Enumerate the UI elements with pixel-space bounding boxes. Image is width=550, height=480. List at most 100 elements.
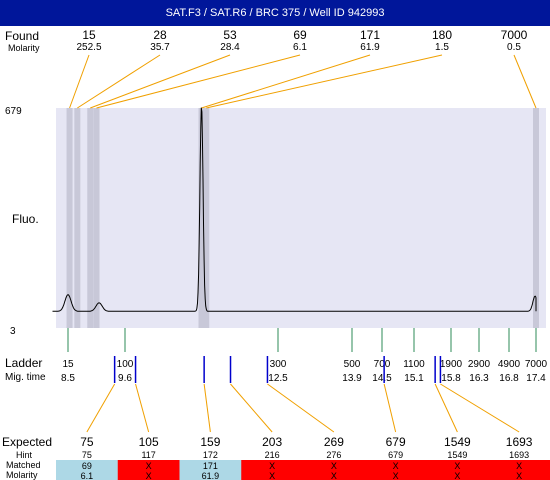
matched-cell	[117, 460, 180, 480]
found-connector-line	[77, 54, 161, 109]
matched-cell	[241, 460, 304, 480]
ladder-size-label: 7000	[525, 359, 548, 370]
ladder-size-label: 500	[344, 359, 361, 370]
ladder-time-label: 16.3	[469, 373, 489, 384]
matched-value: X	[393, 461, 399, 471]
expected-label: Expected	[2, 435, 52, 449]
molarity-value: 61.9	[202, 471, 220, 480]
hint-value: 75	[82, 450, 92, 460]
hint-value: 117	[141, 450, 155, 460]
molarity-value: X	[269, 471, 275, 480]
expected-size-label: 1693	[506, 435, 533, 449]
ladder-size-label: 1100	[403, 359, 425, 370]
ladder-time-label: 15.1	[404, 373, 424, 384]
matched-cell	[426, 460, 489, 480]
found-peak-band	[74, 108, 81, 328]
matched-value: 171	[203, 461, 218, 471]
found-connector-line	[513, 54, 537, 109]
found-size-label: 7000	[501, 28, 528, 42]
ladder-time-label: 15.8	[441, 373, 461, 384]
found-peak-band	[66, 108, 73, 328]
ladder-label: Ladder	[5, 356, 42, 370]
hint-value: 276	[326, 450, 341, 460]
expected-size-label: 105	[139, 435, 159, 449]
found-peak-band	[203, 108, 210, 328]
found-molarity-label: 0.5	[507, 42, 521, 53]
found-size-label: 28	[153, 28, 167, 42]
found-label: Found	[5, 29, 39, 43]
ladder-size-label: 4900	[498, 359, 521, 370]
expected-connector-line	[203, 383, 211, 433]
expected-table: 7575696.1105117XX15917217161.9203216XX26…	[56, 435, 550, 480]
molarity-value: X	[516, 471, 522, 480]
expected-size-label: 269	[324, 435, 344, 449]
matched-value: X	[331, 461, 337, 471]
y-axis-title: Fluo.	[12, 212, 39, 226]
found-size-label: 15	[82, 28, 96, 42]
title-bar: SAT.F3 / SAT.R6 / BRC 375 / Well ID 9429…	[0, 0, 550, 26]
expected-connector-line	[383, 383, 397, 433]
molarity-value: X	[146, 471, 152, 480]
expected-connectors	[86, 383, 520, 433]
hint-label: Hint	[16, 450, 33, 460]
found-molarity-label: 252.5	[76, 42, 101, 53]
ladder-time-label: 14.5	[372, 373, 392, 384]
expected-size-label: 1549	[444, 435, 471, 449]
found-connector-line	[206, 54, 443, 109]
found-size-label: 69	[293, 28, 307, 42]
found-connector-line	[96, 54, 301, 109]
hint-value: 1693	[509, 450, 529, 460]
ladder-time-label: 13.9	[342, 373, 362, 384]
molarity-value: X	[454, 471, 460, 480]
expected-connector-line	[230, 383, 273, 433]
ladder-size-label: 1900	[440, 359, 463, 370]
expected-connector-line	[440, 383, 520, 433]
ladder-time-label: 8.5	[61, 373, 75, 384]
molarity-value: X	[331, 471, 337, 480]
molarity-value: 6.1	[81, 471, 94, 480]
ladder-size-label: 100	[117, 359, 134, 370]
found-molarity-label: 6.1	[293, 42, 307, 53]
found-connectors	[69, 54, 537, 109]
ladder-time-label: 16.8	[499, 373, 519, 384]
found-size-label: 180	[432, 28, 452, 42]
matched-value: X	[516, 461, 522, 471]
found-molarity-label: 61.9	[360, 42, 380, 53]
ladder-time-label: 12.5	[268, 373, 288, 384]
matched-value: 69	[82, 461, 92, 471]
ladder-size-label: 700	[374, 359, 391, 370]
expected-connector-line	[135, 383, 150, 433]
found-connector-line	[201, 54, 371, 109]
expected-connector-line	[267, 383, 335, 433]
found-size-label: 171	[360, 28, 380, 42]
found-peak-bands	[66, 108, 539, 328]
matched-value: X	[269, 461, 275, 471]
found-molarity-label: 28.4	[220, 42, 240, 53]
y-axis-max: 679	[5, 106, 22, 117]
fluorescence-trace	[52, 107, 537, 312]
ladder-time-label: 9.6	[118, 373, 132, 384]
found-molarity-label: 35.7	[150, 42, 170, 53]
molarity-value: X	[393, 471, 399, 480]
found-peak-band	[87, 108, 94, 328]
plot-area	[56, 108, 546, 328]
ladder-ticks	[67, 328, 537, 352]
matched-cell	[364, 460, 427, 480]
found-peak-band	[198, 108, 205, 328]
molarity-label: Molarity	[8, 43, 40, 53]
found-size-label: 53	[223, 28, 237, 42]
found-connector-line	[90, 54, 231, 109]
ladder-size-label: 300	[270, 359, 287, 370]
expected-size-label: 159	[200, 435, 220, 449]
expected-size-label: 203	[262, 435, 282, 449]
molarity-bottom-label: Molarity	[6, 470, 38, 480]
matched-cell	[179, 460, 242, 480]
ladder-labels: 15 8.5 100 9.6 300 12.5 500 13.9 700 14.5 1100 15.1…	[61, 359, 548, 384]
ladder-size-label: 2900	[468, 359, 491, 370]
hint-value: 1549	[447, 450, 467, 460]
found-molarity-label: 1.5	[435, 42, 449, 53]
expected-size-label: 679	[386, 435, 406, 449]
matched-value: X	[146, 461, 152, 471]
